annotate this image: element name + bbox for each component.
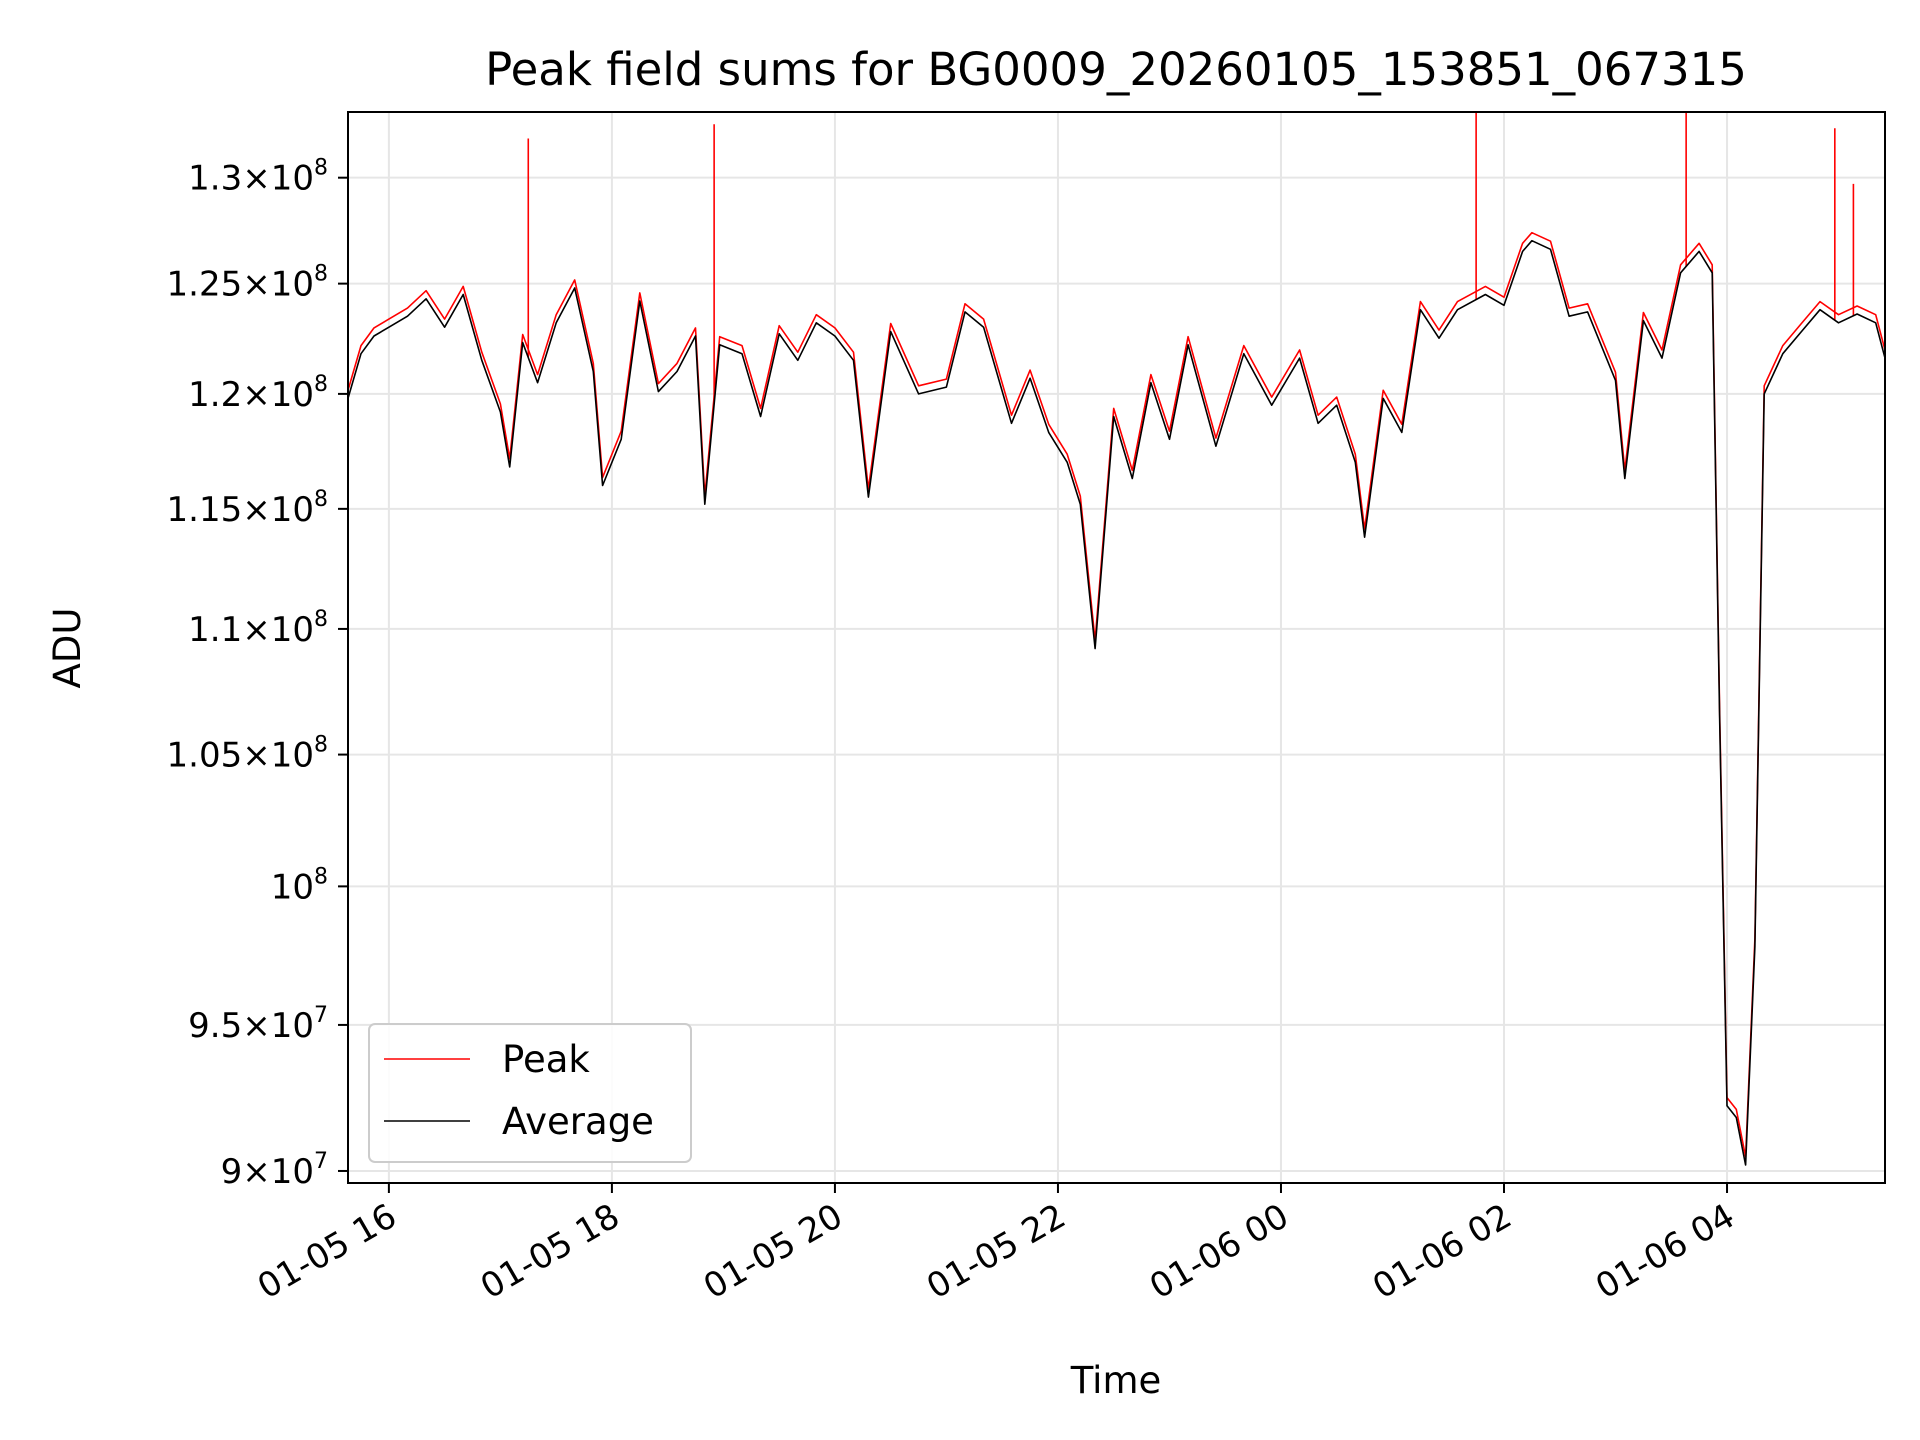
series-line-peak [348, 231, 1885, 1158]
y-tick-label: 108 [271, 864, 328, 907]
series-group [348, 112, 1885, 1166]
y-tick-label: 1.3×108 [188, 156, 328, 199]
legend-label-average: Average [502, 1100, 654, 1143]
y-tick-label: 1.1×108 [188, 607, 328, 650]
legend-label-peak: Peak [502, 1038, 590, 1081]
y-tick-label: 9.5×107 [188, 1003, 328, 1046]
plot-area [348, 112, 1885, 1166]
y-tick-label: 1.25×108 [167, 262, 328, 305]
chart-title: Peak field sums for BG0009_20260105_1538… [485, 43, 1747, 96]
legend: Peak Average [368, 1023, 692, 1163]
y-axis-label: ADU [46, 608, 89, 689]
grid-lines [348, 112, 1885, 1183]
series-line-average [348, 239, 1885, 1166]
y-axis: 9×107 9.5×107 108 1.05×108 1.1×108 1.15×108 1.… [167, 156, 348, 1192]
y-tick-label: 1.15×108 [167, 487, 328, 530]
y-tick-label: 1.05×108 [167, 733, 328, 776]
y-tick-label: 9×107 [221, 1149, 328, 1192]
y-tick-label: 1.2×108 [188, 372, 328, 415]
axes-frame [347, 111, 1886, 1184]
x-axis-label: Time [1070, 1359, 1162, 1402]
